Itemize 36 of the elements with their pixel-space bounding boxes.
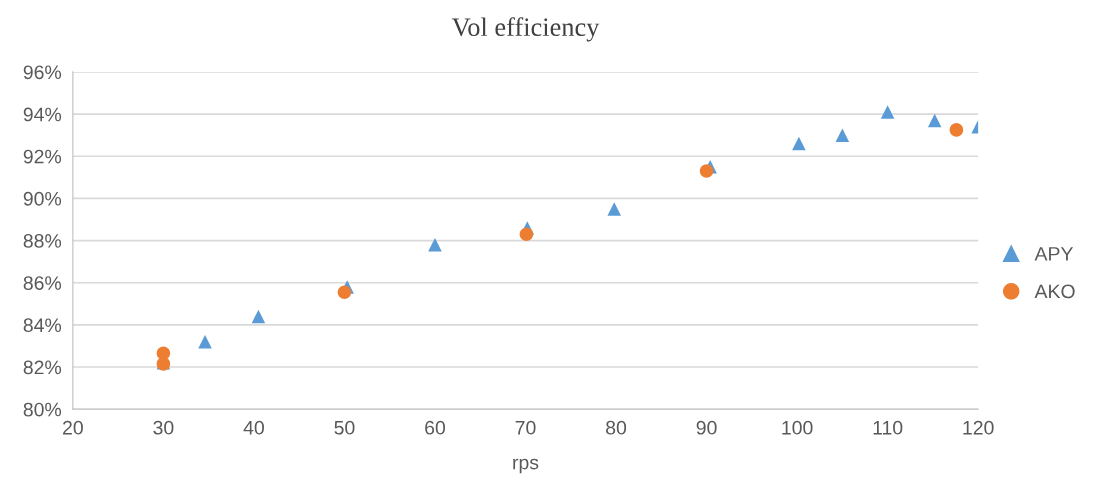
x-tick-label: 110	[873, 420, 903, 435]
point	[880, 105, 895, 119]
x-tick-label: 30	[153, 420, 174, 435]
point	[927, 113, 942, 128]
x-tick-label: 120	[963, 420, 994, 435]
y-tick-label: 92%	[23, 149, 62, 164]
point	[949, 123, 964, 137]
point	[428, 238, 442, 252]
point	[337, 285, 352, 299]
x-tick-label: 40	[243, 420, 264, 435]
y-tick-label: 94%	[23, 107, 62, 122]
point	[198, 334, 212, 349]
point	[792, 136, 806, 151]
point	[519, 227, 534, 241]
point	[251, 309, 266, 324]
y-tick-label: 80%	[23, 402, 62, 417]
y-tick-label: 84%	[23, 318, 62, 333]
x-tick-label: 100	[782, 420, 813, 435]
x-tick-label: 90	[696, 420, 717, 435]
x-tick-label: 60	[425, 420, 446, 435]
chart-title: Vol efficiency	[451, 17, 600, 42]
y-tick-label: 86%	[23, 276, 62, 290]
x-tick-label: 20	[63, 420, 83, 435]
y-tick-label: 82%	[23, 360, 62, 375]
x-tick-label: 70	[515, 420, 536, 435]
x-tick-label: 80	[606, 420, 627, 435]
y-tick-label: 88%	[23, 234, 62, 248]
y-tick-label: 90%	[23, 191, 62, 206]
y-tick-label: 96%	[23, 65, 62, 80]
legend-label: AKO	[1034, 284, 1075, 299]
legend-label: APY	[1034, 247, 1074, 261]
point	[699, 164, 714, 178]
point	[835, 128, 850, 142]
x-axis-title: rps	[513, 458, 539, 474]
point	[607, 202, 621, 216]
x-tick-label: 50	[334, 420, 355, 435]
